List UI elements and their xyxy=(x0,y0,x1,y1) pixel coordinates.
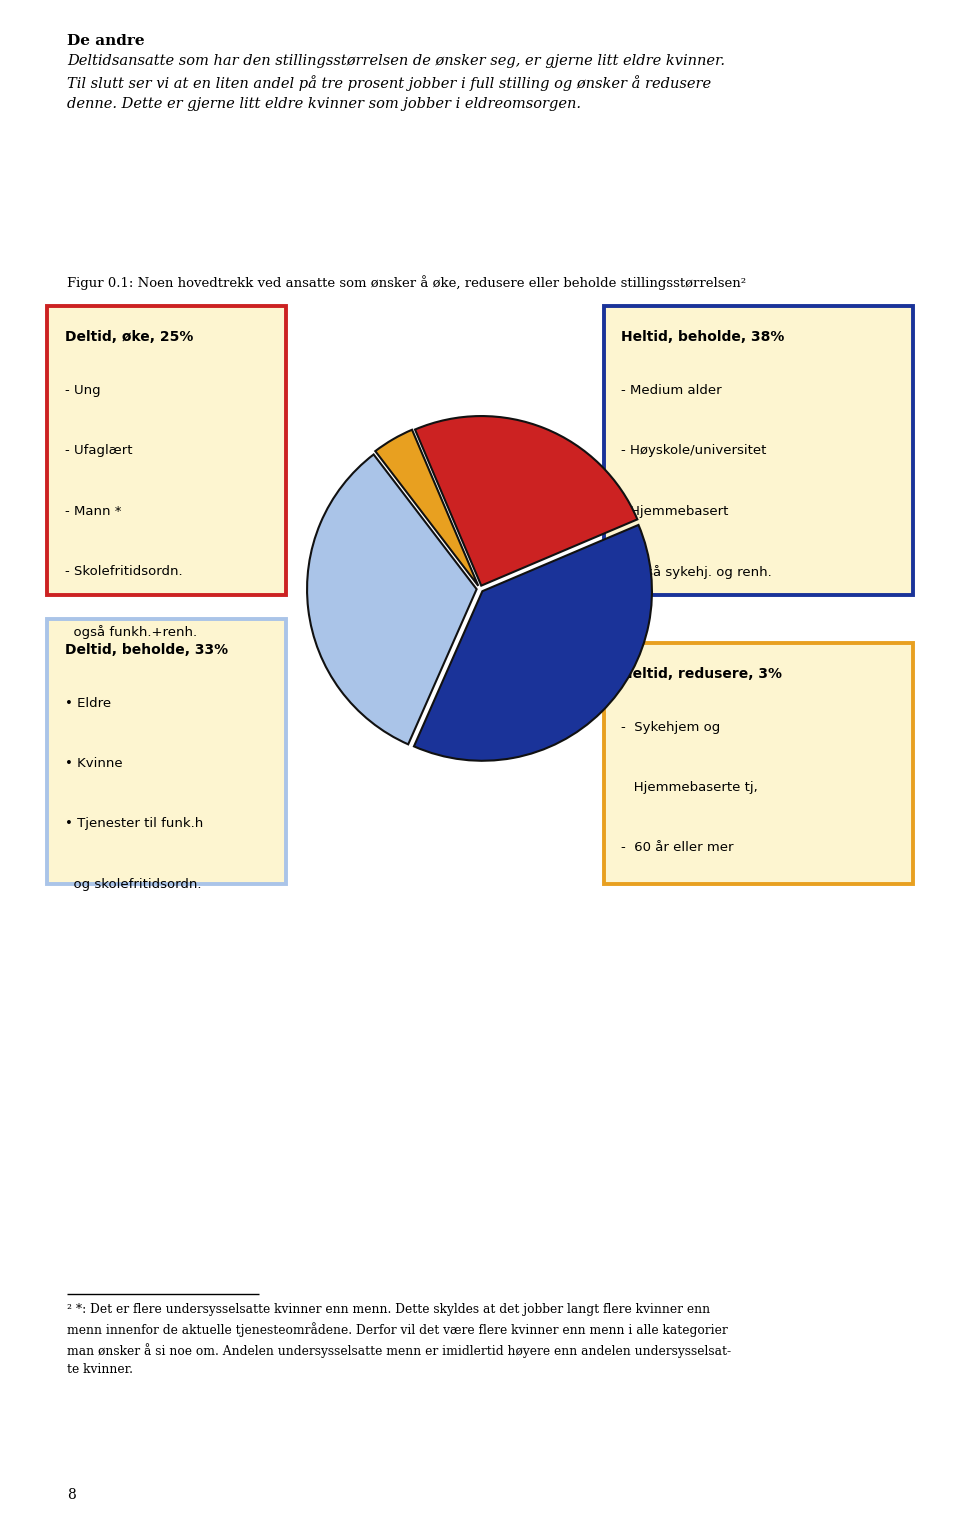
Text: -  60 år eller mer: - 60 år eller mer xyxy=(621,842,733,854)
Text: Deltid, beholde, 33%: Deltid, beholde, 33% xyxy=(65,643,228,657)
Text: Heltid, redusere, 3%: Heltid, redusere, 3% xyxy=(621,668,782,681)
Text: og skolefritidsordn.: og skolefritidsordn. xyxy=(65,877,202,891)
Text: • Eldre: • Eldre xyxy=(65,697,111,710)
Text: - Skolefritidsordn.: - Skolefritidsordn. xyxy=(65,565,182,577)
FancyBboxPatch shape xyxy=(604,306,913,594)
Wedge shape xyxy=(307,455,476,744)
Text: - Ufaglært: - Ufaglært xyxy=(65,444,132,458)
Text: - Hjemmebasert: - Hjemmebasert xyxy=(621,505,729,517)
Wedge shape xyxy=(375,430,478,586)
Text: - Ung: - Ung xyxy=(65,384,101,397)
Text: også funkh.+renh.: også funkh.+renh. xyxy=(65,625,197,638)
Wedge shape xyxy=(415,416,637,586)
Text: -  Sykehjem og: - Sykehjem og xyxy=(621,721,721,735)
Text: Hjemmebaserte tj,: Hjemmebaserte tj, xyxy=(621,781,758,795)
FancyBboxPatch shape xyxy=(604,643,913,883)
Text: - Mann *: - Mann * xyxy=(65,505,121,517)
Text: Deltid, øke, 25%: Deltid, øke, 25% xyxy=(65,331,193,344)
FancyBboxPatch shape xyxy=(47,619,286,883)
Text: - Medium alder: - Medium alder xyxy=(621,384,722,397)
Text: • Kvinne: • Kvinne xyxy=(65,758,123,770)
Text: - Høyskole/universitet: - Høyskole/universitet xyxy=(621,444,767,458)
FancyBboxPatch shape xyxy=(47,306,286,594)
Text: Deltidsansatte som har den stillingsstørrelsen de ønsker seg, er gjerne litt eld: Deltidsansatte som har den stillingsstør… xyxy=(67,54,725,110)
Text: Figur 0.1: Noen hovedtrekk ved ansatte som ønsker å øke, redusere eller beholde : Figur 0.1: Noen hovedtrekk ved ansatte s… xyxy=(67,276,746,291)
Text: De andre: De andre xyxy=(67,34,145,47)
Text: 8: 8 xyxy=(67,1488,76,1502)
Wedge shape xyxy=(414,525,652,761)
Text: Heltid, beholde, 38%: Heltid, beholde, 38% xyxy=(621,331,784,344)
Text: ² *: Det er flere undersysselsatte kvinner enn menn. Dette skyldes at det jobber: ² *: Det er flere undersysselsatte kvinn… xyxy=(67,1303,732,1375)
Text: • Tjenester til funk.h: • Tjenester til funk.h xyxy=(65,818,204,830)
Text: også sykehj. og renh.: også sykehj. og renh. xyxy=(621,565,772,579)
